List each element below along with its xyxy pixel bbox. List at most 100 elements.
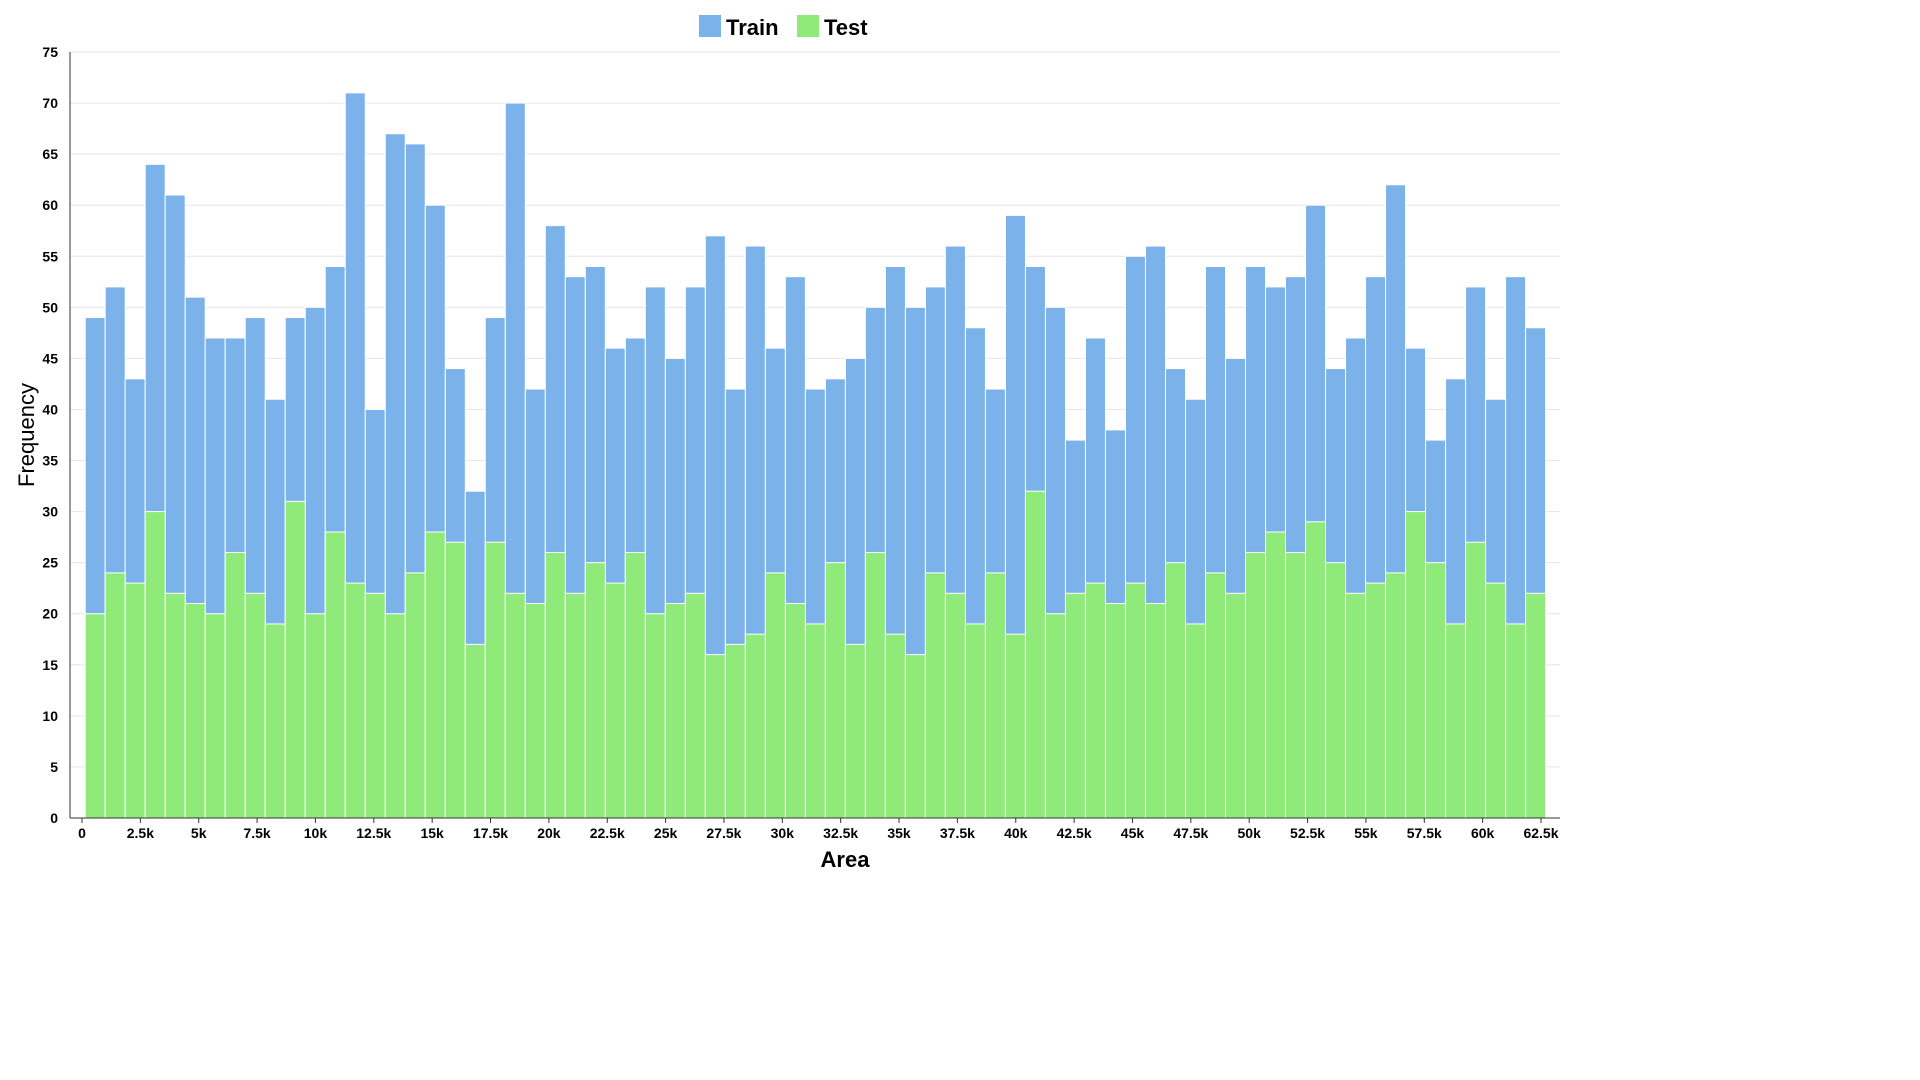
test-bar[interactable] bbox=[744, 633, 766, 819]
test-bar[interactable] bbox=[984, 572, 1006, 819]
test-bar[interactable] bbox=[404, 572, 426, 819]
histogram-chart: 0 5 10 15 20 25 30 35 40 45 50 55 60 65 70 75 0 2.5k 5k 7.… bbox=[14, 15, 1560, 872]
test-bar[interactable] bbox=[284, 500, 306, 819]
x-tick-label: 15k bbox=[420, 825, 444, 841]
test-bar[interactable] bbox=[1525, 592, 1547, 819]
test-bar[interactable] bbox=[424, 531, 446, 819]
test-bar[interactable] bbox=[304, 613, 326, 819]
test-bar[interactable] bbox=[204, 613, 226, 819]
test-bar[interactable] bbox=[724, 643, 746, 819]
test-bar[interactable] bbox=[84, 613, 106, 819]
test-bar[interactable] bbox=[504, 592, 526, 819]
legend[interactable]: Train Test bbox=[699, 15, 868, 40]
test-bar[interactable] bbox=[324, 531, 346, 819]
test-bar[interactable] bbox=[904, 654, 926, 819]
test-bar[interactable] bbox=[604, 582, 626, 819]
y-tick-label: 75 bbox=[42, 44, 58, 60]
test-bar[interactable] bbox=[1184, 623, 1207, 819]
x-tick-label: 32.5k bbox=[823, 825, 858, 841]
test-bar[interactable] bbox=[864, 551, 886, 819]
x-tick-label: 37.5k bbox=[940, 825, 975, 841]
test-bar[interactable] bbox=[1064, 592, 1086, 819]
test-bar[interactable] bbox=[1305, 521, 1327, 819]
test-bar[interactable] bbox=[944, 592, 966, 819]
test-bar[interactable] bbox=[1405, 511, 1427, 819]
test-bar[interactable] bbox=[1024, 490, 1046, 819]
test-bar[interactable] bbox=[1265, 531, 1287, 819]
y-tick-label: 15 bbox=[42, 657, 58, 673]
test-bar[interactable] bbox=[564, 592, 586, 819]
test-bar[interactable] bbox=[1365, 582, 1387, 819]
test-bar[interactable] bbox=[784, 603, 806, 819]
test-bar[interactable] bbox=[1144, 603, 1166, 819]
x-tick-label: 52.5k bbox=[1290, 825, 1325, 841]
test-bar[interactable] bbox=[1425, 562, 1447, 819]
test-bar[interactable] bbox=[924, 572, 946, 819]
test-bar[interactable] bbox=[484, 541, 506, 819]
test-bar[interactable] bbox=[584, 562, 606, 819]
test-bar[interactable] bbox=[184, 603, 206, 819]
x-tick-label: 12.5k bbox=[356, 825, 391, 841]
x-tick-label: 30k bbox=[771, 825, 795, 841]
test-bar[interactable] bbox=[344, 582, 366, 819]
y-tick-label: 65 bbox=[42, 146, 58, 162]
test-bar[interactable] bbox=[244, 592, 266, 819]
legend-swatch bbox=[797, 15, 819, 37]
test-bar[interactable] bbox=[764, 572, 786, 819]
legend-item-train[interactable]: Train bbox=[699, 15, 779, 40]
y-tick-label: 40 bbox=[42, 401, 58, 417]
test-bar[interactable] bbox=[1445, 623, 1467, 819]
test-bar[interactable] bbox=[964, 623, 986, 819]
test-bar[interactable] bbox=[844, 643, 866, 819]
test-bar[interactable] bbox=[804, 623, 826, 819]
test-bar[interactable] bbox=[104, 572, 126, 819]
y-tick-label: 25 bbox=[42, 555, 58, 571]
test-bar[interactable] bbox=[264, 623, 286, 819]
test-bar[interactable] bbox=[164, 592, 186, 819]
test-bar[interactable] bbox=[704, 654, 726, 819]
y-tick-label: 50 bbox=[42, 299, 58, 315]
test-bar[interactable] bbox=[624, 551, 646, 819]
test-bar[interactable] bbox=[1164, 562, 1186, 819]
test-bar[interactable] bbox=[1225, 592, 1247, 819]
x-tick-label: 17.5k bbox=[473, 825, 508, 841]
test-bar[interactable] bbox=[364, 592, 386, 819]
test-bar[interactable] bbox=[1084, 582, 1106, 819]
test-bar[interactable] bbox=[1285, 551, 1307, 819]
test-bar[interactable] bbox=[1505, 623, 1527, 819]
test-bar[interactable] bbox=[684, 592, 706, 819]
test-bar[interactable] bbox=[1124, 582, 1146, 819]
test-bar[interactable] bbox=[544, 551, 566, 819]
legend-swatch bbox=[699, 15, 721, 37]
test-bar[interactable] bbox=[124, 582, 146, 819]
test-bar[interactable] bbox=[224, 551, 246, 819]
x-tick-label: 45k bbox=[1121, 825, 1145, 841]
test-bar[interactable] bbox=[644, 613, 666, 819]
test-bar[interactable] bbox=[1325, 562, 1347, 819]
x-axis-ticks: 0 2.5k 5k 7.5k 10k 12.5k 15k 17.5k 20k 22.5k 25k 27… bbox=[78, 818, 1559, 841]
test-bar[interactable] bbox=[1465, 541, 1487, 819]
test-bar[interactable] bbox=[464, 643, 486, 819]
axes bbox=[69, 52, 1560, 819]
test-bar[interactable] bbox=[824, 562, 846, 819]
test-bar[interactable] bbox=[524, 603, 546, 819]
test-bar[interactable] bbox=[884, 633, 906, 819]
test-bar[interactable] bbox=[1345, 592, 1367, 819]
test-bar[interactable] bbox=[1205, 572, 1227, 819]
legend-item-test[interactable]: Test bbox=[797, 15, 868, 40]
y-axis-title: Frequency bbox=[14, 383, 39, 487]
test-bar[interactable] bbox=[1385, 572, 1407, 819]
test-bar[interactable] bbox=[1245, 551, 1267, 819]
test-bar[interactable] bbox=[1485, 582, 1507, 819]
legend-label: Test bbox=[824, 15, 868, 40]
test-bar[interactable] bbox=[1104, 603, 1126, 819]
test-bar[interactable] bbox=[444, 541, 466, 819]
test-bar[interactable] bbox=[1004, 633, 1026, 819]
test-bar[interactable] bbox=[144, 511, 166, 819]
test-bar[interactable] bbox=[384, 613, 406, 819]
test-bar[interactable] bbox=[1044, 613, 1066, 819]
test-bar[interactable] bbox=[664, 603, 686, 819]
y-tick-label: 55 bbox=[42, 248, 58, 264]
x-tick-label: 20k bbox=[537, 825, 561, 841]
x-tick-label: 0 bbox=[78, 825, 86, 841]
